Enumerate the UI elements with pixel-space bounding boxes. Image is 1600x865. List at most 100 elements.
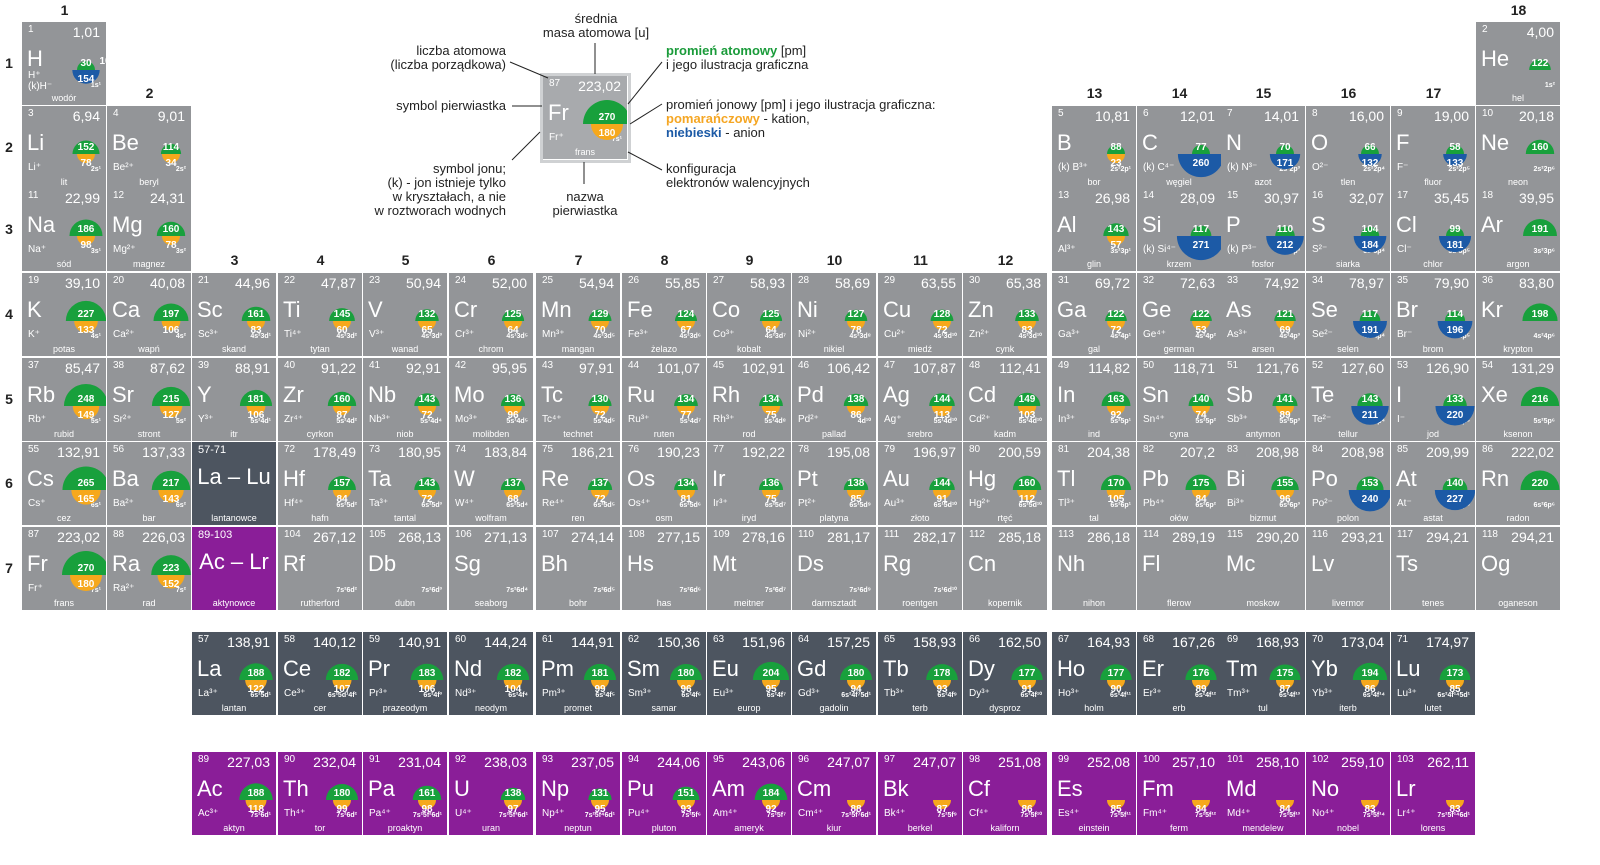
element-cell-no[interactable]: 102 259,10 No No⁴⁺ 7s²5f¹⁴ nobel 83 [1306, 752, 1391, 836]
element-cell-k[interactable]: 19 39,10 K K⁺ 4s¹ potas 227 133 [22, 273, 107, 357]
element-cell-na[interactable]: 11 22,99 Na Na⁺ 3s¹ sód 186 98 [22, 188, 107, 272]
element-cell-al[interactable]: 13 26,98 Al Al³⁺ 3s²3p¹ glin 143 57 [1052, 188, 1137, 272]
element-cell-nd[interactable]: 60 144,24 Nd Nd³⁺ 6s²4f⁴ neodym 182 104 [449, 632, 534, 716]
element-cell-sn[interactable]: 50 118,71 Sn Sn⁴⁺ 5s²5p² cyna 140 74 [1137, 358, 1222, 442]
element-cell-tl[interactable]: 81 204,38 Tl Tl³⁺ 6s²6p¹ tal 170 105 [1052, 442, 1137, 526]
element-cell-bh[interactable]: 107 274,14 Bh 7s²6d⁵ bohr [536, 527, 621, 611]
range-cell-lan[interactable]: 57-71 La – Lu lantanowce [192, 442, 277, 526]
element-cell-ds[interactable]: 110 281,17 Ds 7s¹6d⁹ darmsztadt [792, 527, 877, 611]
element-cell-b[interactable]: 5 10,81 B (k) B³⁺ 2s²2p¹ bor 88 23 [1052, 106, 1137, 190]
element-cell-ni[interactable]: 28 58,69 Ni Ni²⁺ 4s²3d⁸ nikiel 127 78 [792, 273, 877, 357]
element-cell-fr[interactable]: 87 223,02 Fr Fr⁺ 7s¹ frans 270 180 [22, 527, 107, 611]
element-cell-rg[interactable]: 111 282,17 Rg 7s¹6d¹⁰ roentgen [878, 527, 963, 611]
element-cell-cf[interactable]: 98 251,08 Cf Cf⁴⁺ 7s²5f¹⁰ kaliforn 86 [963, 752, 1048, 836]
element-cell-tb[interactable]: 65 158,93 Tb Tb³⁺ 6s²4f⁹ terb 178 93 [878, 632, 963, 716]
element-cell-ca[interactable]: 20 40,08 Ca Ca²⁺ 4s² wapń 197 106 [107, 273, 192, 357]
element-cell-v[interactable]: 23 50,94 V V³⁺ 4s²3d³ wanad 132 65 [363, 273, 448, 357]
element-cell-la[interactable]: 57 138,91 La La³⁺ 6s²5d¹ lantan 188 122 [192, 632, 277, 716]
element-cell-lr[interactable]: 103 262,11 Lr Lr⁴⁺ 7s²5f¹⁴6d¹ lorens 83 [1391, 752, 1476, 836]
element-cell-ar[interactable]: 18 39,95 Ar 3s²3p⁶ argon 191 [1476, 188, 1561, 272]
element-cell-cr[interactable]: 24 52,00 Cr Cr³⁺ 4s¹3d⁵ chrom 125 64 [449, 273, 534, 357]
element-cell-li[interactable]: 3 6,94 Li Li⁺ 2s¹ lit 152 78 [22, 106, 107, 190]
element-cell-ce[interactable]: 58 140,12 Ce Ce³⁺ 6s²5d¹4f¹ cer 182 107 [278, 632, 363, 716]
element-cell-co[interactable]: 27 58,93 Co Co³⁺ 4s²3d⁷ kobalt 125 64 [707, 273, 792, 357]
element-cell-ge[interactable]: 32 72,63 Ge Ge⁴⁺ 4s²4p² german 122 53 [1137, 273, 1222, 357]
element-cell-bi[interactable]: 83 208,98 Bi Bi³⁺ 6s²6p³ bizmut 155 96 [1221, 442, 1306, 526]
element-cell-th[interactable]: 90 232,04 Th Th⁴⁺ 7s²6d² tor 180 99 [278, 752, 363, 836]
element-cell-tm[interactable]: 69 168,93 Tm Tm³⁺ 6s²4f¹³ tul 175 87 [1221, 632, 1306, 716]
element-cell-ir[interactable]: 77 192,22 Ir Ir³⁺ 6s²5d⁷ iryd 136 75 [707, 442, 792, 526]
element-cell-n[interactable]: 7 14,01 N (k) N³⁻ 2s²2p³ azot 70 171 [1221, 106, 1306, 190]
element-cell-gd[interactable]: 64 157,25 Gd Gd³⁺ 6s²4f⁷5d¹ gadolin 180 94 [792, 632, 877, 716]
element-cell-rh[interactable]: 45 102,91 Rh Rh³⁺ 5s¹4d⁸ rod 134 75 [707, 358, 792, 442]
element-cell-mg[interactable]: 12 24,31 Mg Mg²⁺ 3s² magnez 160 78 [107, 188, 192, 272]
element-cell-ag[interactable]: 47 107,87 Ag Ag⁺ 5s¹4d¹⁰ srebro 144 113 [878, 358, 963, 442]
element-cell-zn[interactable]: 30 65,38 Zn Zn²⁺ 4s²3d¹⁰ cynk 133 83 [963, 273, 1048, 357]
element-cell-lu[interactable]: 71 174,97 Lu Lu³⁺ 6s²4f¹⁴5d¹ lutet 173 85 [1391, 632, 1476, 716]
element-cell-cm[interactable]: 96 247,07 Cm Cm⁴⁺ 7s²5f⁷6d¹ kiur 88 [792, 752, 877, 836]
element-cell-ra[interactable]: 88 226,03 Ra Ra²⁺ 7s² rad 223 152 [107, 527, 192, 611]
element-cell-fe[interactable]: 26 55,85 Fe Fe³⁺ 4s²3d⁶ żelazo 124 67 [622, 273, 707, 357]
element-cell-hs[interactable]: 108 277,15 Hs 7s²6d⁶ has [622, 527, 707, 611]
element-cell-h[interactable]: 1 1,01 H (k)H⁻H⁺ 1s¹ wodór 30 154 10⁻⁵ [22, 22, 107, 106]
element-cell-cn[interactable]: 112 285,18 Cn kopernik [963, 527, 1048, 611]
element-cell-np[interactable]: 93 237,05 Np Np⁴⁺ 7s²5f⁴6d¹ neptun 131 95 [536, 752, 621, 836]
element-cell-bk[interactable]: 97 247,07 Bk Bk⁴⁺ 7s²5f⁹ berkel 87 [878, 752, 963, 836]
element-cell-au[interactable]: 79 196,97 Au Au³⁺ 6s¹5d¹⁰ złoto 144 91 [878, 442, 963, 526]
element-cell-be[interactable]: 4 9,01 Be Be²⁺ 2s² beryl 114 34 [107, 106, 192, 190]
element-cell-sb[interactable]: 51 121,76 Sb Sb³⁺ 5s²5p³ antymon 141 89 [1221, 358, 1306, 442]
element-cell-ho[interactable]: 67 164,93 Ho Ho³⁺ 6s²4f¹¹ holm 177 90 [1052, 632, 1137, 716]
element-cell-as[interactable]: 33 74,92 As As³⁺ 4s²4p³ arsen 121 69 [1221, 273, 1306, 357]
element-cell-pm[interactable]: 61 144,91 Pm Pm³⁺ 6s²4f⁵ promet 181 99 [536, 632, 621, 716]
element-cell-ba[interactable]: 56 137,33 Ba Ba²⁺ 6s² bar 217 143 [107, 442, 192, 526]
element-cell-ac[interactable]: 89 227,03 Ac Ac³⁺ 7s²6d¹ aktyn 188 118 [192, 752, 277, 836]
element-cell-pu[interactable]: 94 244,06 Pu Pu⁴⁺ 7s²5f⁶ pluton 151 93 [622, 752, 707, 836]
element-cell-yb[interactable]: 70 173,04 Yb Yb³⁺ 6s²4f¹⁴ iterb 194 86 [1306, 632, 1391, 716]
element-cell-y[interactable]: 39 88,91 Y Y³⁺ 5s²4d¹ itr 181 106 [192, 358, 277, 442]
element-cell-md[interactable]: 101 258,10 Md Md⁴⁺ 7s²5f¹³ mendelew 84 [1221, 752, 1306, 836]
element-cell-tc[interactable]: 43 97,91 Tc Tc⁴⁺ 5s²4d⁵ technet 130 72 [536, 358, 621, 442]
element-cell-zr[interactable]: 40 91,22 Zr Zr⁴⁺ 5s²4d² cyrkon 160 87 [278, 358, 363, 442]
element-cell-pb[interactable]: 82 207,2 Pb Pb⁴⁺ 6s²6p² ołów 175 84 [1137, 442, 1222, 526]
element-cell-kr[interactable]: 36 83,80 Kr 4s²4p⁶ krypton 198 [1476, 273, 1561, 357]
element-cell-sr[interactable]: 38 87,62 Sr Sr²⁺ 5s² stront 215 127 [107, 358, 192, 442]
element-cell-c[interactable]: 612,01C(k) C⁴⁻2s²2p²węgiel77260 [1137, 106, 1222, 190]
element-cell-pd[interactable]: 46 106,42 Pd Pd²⁺ 4d¹⁰ pallad 138 86 [792, 358, 877, 442]
element-cell-mc[interactable]: 115 290,20 Mc moskow [1221, 527, 1306, 611]
element-cell-sg[interactable]: 106 271,13 Sg 7s²6d⁴ seaborg [449, 527, 534, 611]
element-cell-re[interactable]: 75 186,21 Re Re⁴⁺ 6s²5d⁵ ren 137 72 [536, 442, 621, 526]
element-cell-mt[interactable]: 109 278,16 Mt 7s²6d⁷ meitner [707, 527, 792, 611]
element-cell-o[interactable]: 8 16,00 O O²⁻ 2s²2p⁴ tlen 66 132 [1306, 106, 1391, 190]
element-cell-og[interactable]: 118 294,21 Og oganeson [1476, 527, 1561, 611]
element-cell-eu[interactable]: 63 151,96 Eu Eu³⁺ 6s²4f⁷ europ 204 95 [707, 632, 792, 716]
element-cell-xe[interactable]: 54 131,29 Xe 5s²5p⁶ ksenon 216 [1476, 358, 1561, 442]
element-cell-fl[interactable]: 114 289,19 Fl flerow [1137, 527, 1222, 611]
element-cell-os[interactable]: 76 190,23 Os Os⁴⁺ 6s²5d⁶ osm 134 81 [622, 442, 707, 526]
element-cell-hf[interactable]: 72 178,49 Hf Hf⁴⁺ 6s²5d² hafn 157 84 [278, 442, 363, 526]
element-cell-f[interactable]: 9 19,00 F F⁻ 2s²2p⁵ fluor 58 133 [1391, 106, 1476, 190]
element-cell-es[interactable]: 99 252,08 Es Es⁴⁺ 7s²5f¹¹ einstein 85 [1052, 752, 1137, 836]
element-cell-ts[interactable]: 117 294,21 Ts tenes [1391, 527, 1476, 611]
element-cell-w[interactable]: 74 183,84 W W⁴⁺ 6s²5d⁴ wolfram 137 68 [449, 442, 534, 526]
element-cell-ru[interactable]: 44 101,07 Ru Ru³⁺ 5s¹4d⁷ ruten 134 77 [622, 358, 707, 442]
element-cell-mn[interactable]: 25 54,94 Mn Mn³⁺ 4s²3d⁵ mangan 129 70 [536, 273, 621, 357]
element-cell-pr[interactable]: 59 140,91 Pr Pr³⁺ 6s²4f³ prazeodym 183 106 [363, 632, 448, 716]
element-cell-cu[interactable]: 29 63,55 Cu Cu²⁺ 4s¹3d¹⁰ miedź 128 72 [878, 273, 963, 357]
element-cell-cd[interactable]: 48 112,41 Cd Cd²⁺ 5s²4d¹⁰ kadm 149 103 [963, 358, 1048, 442]
element-cell-sc[interactable]: 21 44,96 Sc Sc³⁺ 4s²3d¹ skand 161 83 [192, 273, 277, 357]
element-cell-db[interactable]: 105 268,13 Db 7s²6d³ dubn [363, 527, 448, 611]
element-cell-rf[interactable]: 104 267,12 Rf 7s²6d² rutherford [278, 527, 363, 611]
element-cell-mo[interactable]: 42 95,95 Mo Mo³⁺ 5s¹4d⁵ molibden 136 96 [449, 358, 534, 442]
element-cell-in[interactable]: 49 114,82 In In³⁺ 5s²5p¹ ind 163 92 [1052, 358, 1137, 442]
element-cell-nb[interactable]: 41 92,91 Nb Nb³⁺ 5s¹4d⁴ niob 143 72 [363, 358, 448, 442]
element-cell-nh[interactable]: 113 286,18 Nh nihon [1052, 527, 1137, 611]
